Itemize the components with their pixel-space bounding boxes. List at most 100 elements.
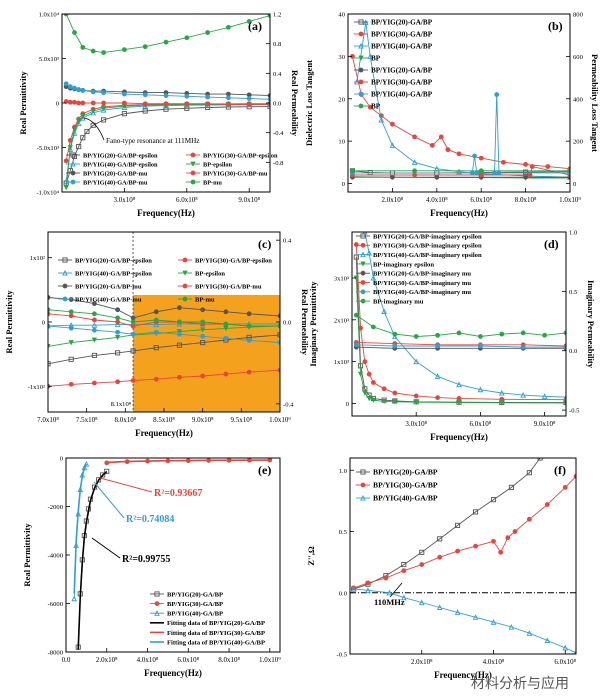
data-point-3-10: [508, 623, 515, 630]
y-tick-label: 3x10³: [334, 276, 349, 283]
legend-marker: [360, 298, 366, 304]
data-point-1-3: [71, 153, 78, 159]
data-point-3-7: [434, 373, 441, 379]
data-point-2-5: [389, 121, 395, 127]
data-point-2-7: [455, 548, 461, 554]
legend-entry-label: BP/YIG(20)-GA/BP-epsilon: [83, 152, 158, 159]
legend-marker: [70, 152, 76, 158]
data-point-8-2: [370, 324, 376, 330]
y-tick-label: -5.0x10³: [37, 145, 59, 152]
x-tick-label: 2.0x10⁸: [382, 196, 404, 204]
data-point-3-3: [386, 589, 393, 596]
legend-marker: [190, 170, 196, 176]
data-point-1-11: [104, 468, 110, 474]
legend-marker: [358, 55, 364, 61]
data-point-6-5: [80, 100, 86, 106]
y-tick-label: 0: [342, 181, 346, 188]
r-squared-arrow: [93, 481, 125, 519]
data-point-3-6: [153, 321, 160, 328]
x-tick-label: 7.0x10⁸: [37, 416, 59, 424]
data-point-7-1: [63, 81, 69, 87]
data-point-3-4: [114, 321, 121, 328]
y-tick-label: 40: [338, 12, 345, 19]
y2-tick-label: -0.8: [273, 160, 284, 167]
legend-marker: [182, 283, 188, 289]
y-tick-label: -1.0x10⁴: [36, 190, 59, 197]
x-tick-label: 6.0x10⁸: [554, 658, 576, 666]
data-point-6-3: [72, 99, 77, 105]
legend-marker: [182, 257, 188, 263]
data-point-2-2: [358, 325, 363, 331]
data-point-7-3: [472, 153, 477, 159]
data-point-1-6: [437, 536, 443, 542]
legend-marker: [360, 280, 366, 285]
data-point-2-10: [456, 151, 462, 157]
series-line-2: [353, 476, 576, 589]
fano-annotation-text: Fano-type resonance at 111MHz: [106, 137, 199, 145]
y-tick-label: 5.0x10³: [39, 56, 59, 63]
data-point-6-2: [412, 172, 417, 178]
panel-label: (a): [248, 19, 262, 33]
panel-label: (d): [544, 237, 559, 251]
data-point-1-11: [526, 470, 532, 476]
x-tick-label: 9.0x10⁸: [192, 416, 214, 424]
data-point-8-4: [413, 334, 419, 339]
legend-entry-label: BP/YIG(20)-GA/BP-epsilon: [75, 257, 152, 264]
data-point-2-13: [523, 162, 528, 167]
plot-frame: [351, 231, 567, 417]
data-point-2-12: [512, 529, 518, 534]
data-point-3-4: [381, 308, 387, 315]
data-point-8-5: [101, 50, 106, 55]
data-point-2-10: [456, 396, 462, 401]
y-tick-label: 0.0: [339, 590, 348, 597]
x-tick-label: 7.5x10⁸: [76, 416, 98, 424]
legend-marker: [360, 469, 366, 475]
data-point-5-3: [434, 174, 440, 180]
y2-tick-label: 0.4: [283, 238, 292, 245]
legend-entry-label: BP/YIG(30)-GA/BP-imaginary mu: [373, 280, 471, 287]
x-tick-label: 4.0x10⁸: [137, 656, 159, 664]
x-axis-label: Frequency(Hz): [137, 208, 195, 218]
legend-marker: [358, 91, 364, 97]
data-point-8-6: [122, 47, 127, 52]
data-point-2-1: [63, 158, 69, 164]
legend-entry-label: BP/YIG(40)-GA/BP: [371, 42, 433, 50]
legend-marker: [358, 19, 364, 25]
y2-tick-label: 1.0: [569, 230, 578, 237]
series-line-6: [356, 341, 566, 347]
data-point-6-4: [527, 172, 533, 178]
legend-entry-label: BP-imaginary mu: [373, 299, 424, 306]
panel-label: (e): [258, 463, 271, 477]
y2-axis-label: Real Permeability: [300, 289, 310, 356]
fano-annotation-arrow: [83, 117, 105, 141]
legend-entry-label: BP/YIG(40)-GA/BP-mu: [83, 179, 148, 186]
legend-entry-label: BP/YIG(20)-GA/BP-mu: [83, 170, 148, 177]
data-point-2-12: [500, 159, 506, 165]
data-point-4-3: [362, 390, 368, 396]
data-point-3-5: [389, 142, 396, 148]
data-point-3-11: [526, 630, 533, 636]
data-point-8-1: [353, 312, 359, 318]
data-point-6-13: [225, 102, 231, 107]
legend-marker: [182, 270, 188, 276]
y-tick-label: 1x10³: [334, 359, 349, 366]
data-point-2-5: [130, 378, 136, 383]
data-point-2-4: [366, 371, 372, 377]
y2-tick-label: 0.8: [273, 41, 282, 48]
data-point-7-4: [474, 170, 480, 176]
data-point-8-6: [456, 330, 462, 336]
frequency-annotation-text: 110MHz: [374, 597, 405, 607]
data-point-2-2: [68, 381, 74, 387]
data-point-3-13: [563, 394, 566, 400]
legend-entry-label: BP/YIG(40)-GA/BP-epsilon: [83, 161, 158, 168]
legend-entry-label: BP/YIG(40)-GA/BP-mu: [75, 296, 142, 303]
data-point-2-11: [505, 535, 511, 541]
series-line-1: [65, 106, 270, 184]
legend-entry-label: BP-epsilon: [195, 270, 225, 277]
data-point-3-3: [367, 53, 374, 59]
y-axis-label: Imaginary Permittivity: [308, 281, 318, 367]
data-point-2-3: [92, 380, 97, 386]
y-tick-label: 1.0: [339, 468, 348, 475]
data-point-3-6: [436, 604, 443, 610]
legend-marker: [360, 261, 366, 267]
